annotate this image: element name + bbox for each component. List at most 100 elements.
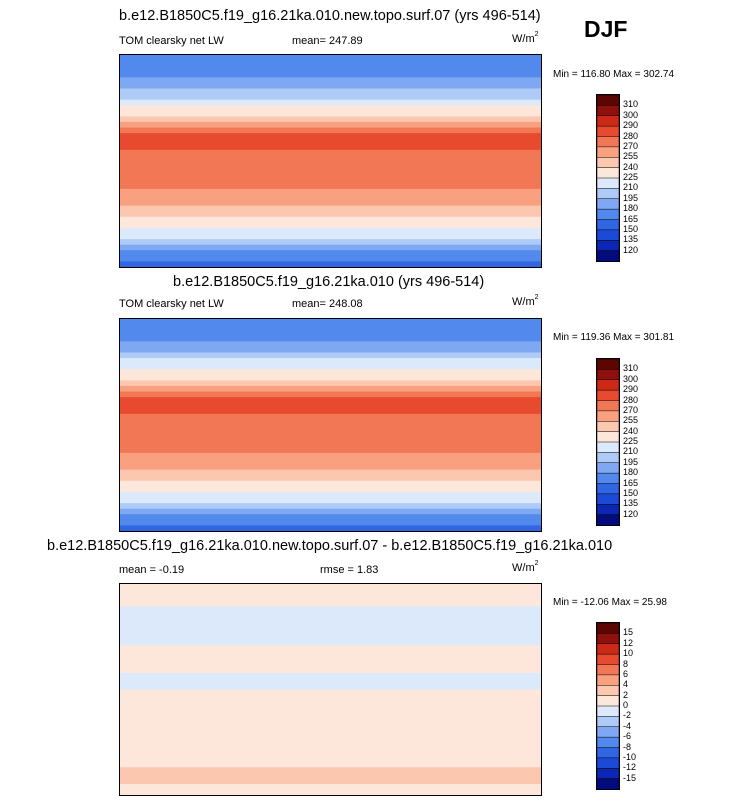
colorbar-tick-label: 135 xyxy=(623,498,639,509)
map-band xyxy=(120,772,541,779)
map-band xyxy=(120,656,541,663)
map-band xyxy=(120,402,541,409)
map-band xyxy=(120,82,541,90)
panel-2-colorbar xyxy=(596,358,620,526)
colorbar-box xyxy=(597,115,619,127)
map-band xyxy=(120,683,541,691)
map-band xyxy=(120,611,541,618)
colorbar-box xyxy=(597,359,619,371)
colorbar-box xyxy=(597,229,619,241)
panel-2-colorbar-ticks: 310 300 290 280 270 255 240 225 210 195 180 165 150 1… xyxy=(623,358,663,526)
map-band xyxy=(120,255,541,263)
panel-2-left-label: TOM clearsky net LW xyxy=(119,298,224,310)
map-band xyxy=(120,211,541,218)
colorbar-tick-label: 150 xyxy=(623,223,639,234)
panel-2-map-field xyxy=(120,319,541,531)
colorbar-box xyxy=(597,514,619,525)
panel-1-colorbar-boxes xyxy=(597,95,619,261)
map-band xyxy=(120,239,541,246)
colorbar-tick-label: 225 xyxy=(623,172,639,182)
colorbar-tick-label: 270 xyxy=(623,140,639,151)
map-band xyxy=(120,706,541,713)
colorbar-tick-label: 180 xyxy=(623,203,639,214)
map-band xyxy=(120,200,541,207)
panel-3-map-field xyxy=(120,584,541,795)
map-band xyxy=(120,514,541,521)
colorbar-tick-label: -8 xyxy=(623,741,632,752)
map-band xyxy=(120,695,541,702)
colorbar-box xyxy=(597,389,619,402)
colorbar-box xyxy=(597,146,619,158)
colorbar-box xyxy=(597,504,619,516)
colorbar-box xyxy=(597,431,619,443)
colorbar-box xyxy=(597,726,619,738)
map-band xyxy=(120,121,541,129)
map-band xyxy=(120,352,541,359)
map-band xyxy=(120,94,541,101)
colorbar-tick-label: 270 xyxy=(623,404,639,415)
map-band xyxy=(120,99,541,106)
colorbar-tick-label: 300 xyxy=(623,373,639,384)
map-band xyxy=(120,66,541,73)
colorbar-tick-label: 310 xyxy=(623,363,639,374)
map-band xyxy=(120,491,541,499)
map-band xyxy=(120,519,541,527)
panel-1-left-label: TOM clearsky net LW xyxy=(119,35,224,47)
map-band xyxy=(120,606,541,613)
colorbar-box xyxy=(597,653,619,666)
map-band xyxy=(120,358,541,365)
map-band xyxy=(120,595,541,602)
colorbar-box xyxy=(597,188,619,200)
colorbar-box xyxy=(597,441,619,454)
colorbar-box xyxy=(597,633,619,645)
panel-2-units: W/m2 xyxy=(512,294,539,308)
panel-1-minmax: Min = 116.80 Max = 302.74 xyxy=(553,69,675,80)
colorbar-tick-label: 210 xyxy=(623,182,639,193)
colorbar-box xyxy=(597,240,619,252)
map-band xyxy=(120,745,541,752)
map-band xyxy=(120,678,541,685)
map-band xyxy=(120,733,541,741)
colorbar-box xyxy=(597,674,619,686)
map-band xyxy=(120,767,541,774)
map-band xyxy=(120,750,541,757)
panel-1-map-field xyxy=(120,55,541,267)
map-band xyxy=(120,584,541,591)
map-band xyxy=(120,138,541,145)
colorbar-tick-label: 280 xyxy=(623,130,639,141)
colorbar-tick-label: 4 xyxy=(623,679,629,690)
map-band xyxy=(120,475,541,482)
colorbar-box xyxy=(597,379,619,391)
colorbar-tick-label: -10 xyxy=(623,751,637,762)
colorbar-tick-label: -12 xyxy=(623,762,637,773)
season-label: DJF xyxy=(584,16,628,42)
map-band xyxy=(120,739,541,746)
map-band xyxy=(120,133,541,140)
map-band xyxy=(120,172,541,179)
colorbar-box xyxy=(597,208,619,221)
map-band xyxy=(120,413,541,421)
colorbar-box xyxy=(597,136,619,148)
panel-1-mean: mean= 247.89 xyxy=(292,35,363,47)
map-band xyxy=(120,756,541,763)
map-band xyxy=(120,149,541,157)
colorbar-tick-label: -4 xyxy=(623,720,632,731)
map-band xyxy=(120,672,541,679)
colorbar-box xyxy=(597,778,619,789)
map-band xyxy=(120,486,541,493)
map-band xyxy=(120,661,541,668)
map-band xyxy=(120,250,541,257)
panel-1-colorbar-ticks: 310 300 290 280 270 255 240 225 210 195 180 165 150 1… xyxy=(623,94,663,262)
map-band xyxy=(120,324,541,331)
map-band xyxy=(120,155,541,162)
colorbar-tick-label: 240 xyxy=(623,425,639,436)
panel-3-units: W/m2 xyxy=(512,560,539,574)
colorbar-tick-label: -2 xyxy=(623,710,632,721)
map-band xyxy=(120,335,541,342)
colorbar-box xyxy=(597,369,619,381)
panel-1-title: b.e12.B1850C5.f19_g16.21ka.010.new.topo.… xyxy=(119,8,541,24)
colorbar-tick-label: 150 xyxy=(623,487,639,498)
map-band xyxy=(120,319,541,326)
colorbar-box xyxy=(597,757,619,769)
map-band xyxy=(120,452,541,460)
